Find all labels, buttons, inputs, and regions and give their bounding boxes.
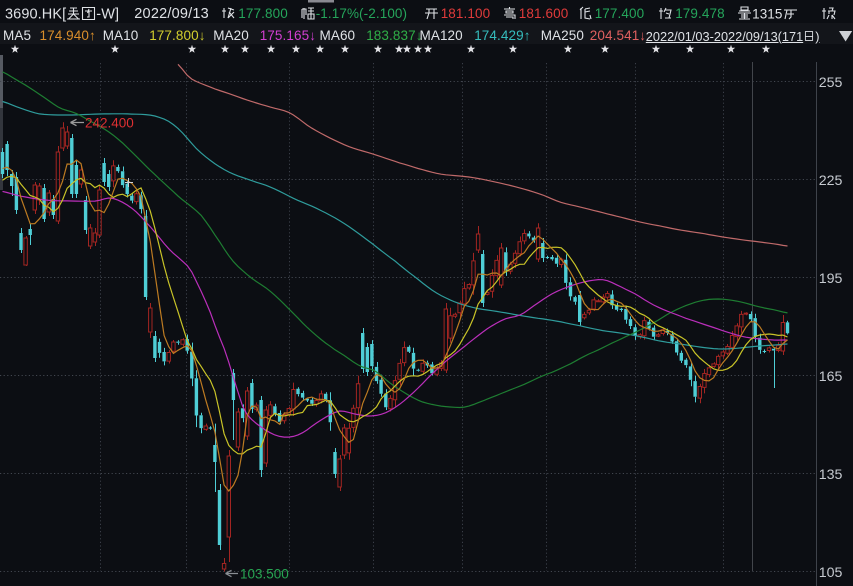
svg-text:225: 225	[819, 173, 843, 189]
svg-text:165: 165	[819, 369, 843, 385]
svg-text:255: 255	[819, 75, 843, 91]
svg-text:195: 195	[819, 271, 843, 287]
svg-text:135: 135	[819, 467, 843, 483]
svg-text:103.500: 103.500	[240, 567, 289, 582]
svg-text:105: 105	[819, 565, 843, 581]
svg-text:242.400: 242.400	[85, 116, 134, 131]
